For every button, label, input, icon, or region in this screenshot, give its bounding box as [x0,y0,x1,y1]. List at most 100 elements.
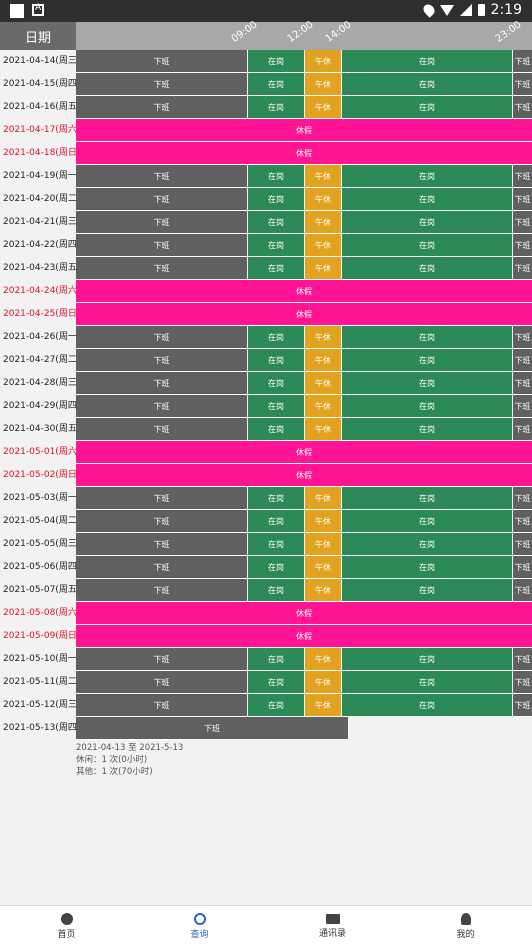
work-segment: 在岗 [342,234,512,257]
lunch-segment: 午休 [305,50,341,73]
table-row[interactable]: 2021-04-26(周一) 下班 在岗 午休 在岗 下班 [0,326,532,349]
off-segment: 下班 [76,165,247,188]
work-segment: 在岗 [342,510,512,533]
row-date: 2021-05-13(周四) [3,723,81,733]
lunch-segment: 午休 [305,326,341,349]
table-row[interactable]: 2021-04-17(周六) 休假 [0,119,532,142]
work-segment: 在岗 [248,510,304,533]
row-date: 2021-04-25(周日) [3,309,81,319]
off-segment: 下班 [76,211,247,234]
table-row[interactable]: 2021-04-21(周三) 下班 在岗 午休 在岗 下班 [0,211,532,234]
work-segment: 在岗 [248,349,304,372]
row-date: 2021-04-29(周四) [3,401,81,411]
holiday-segment: 休假 [76,464,532,487]
table-row[interactable]: 2021-04-23(周五) 下班 在岗 午休 在岗 下班 [0,257,532,280]
off-segment: 下班 [76,395,247,418]
row-date: 2021-04-17(周六) [3,125,81,135]
row-date: 2021-04-14(周三) [3,56,81,66]
date-column-header: 日期 [0,22,76,50]
row-date: 2021-04-28(周三) [3,378,81,388]
table-row[interactable]: 2021-05-04(周二) 下班 在岗 午休 在岗 下班 [0,510,532,533]
table-row[interactable]: 2021-05-13(周四) 下班 [0,717,532,740]
table-row[interactable]: 2021-05-10(周一) 下班 在岗 午休 在岗 下班 [0,648,532,671]
work-segment: 在岗 [248,165,304,188]
table-row[interactable]: 2021-05-06(周四) 下班 在岗 午休 在岗 下班 [0,556,532,579]
table-row[interactable]: 2021-04-30(周五) 下班 在岗 午休 在岗 下班 [0,418,532,441]
tick-label: 14:00 [323,19,354,45]
status-bar: 2:19 [0,0,532,22]
table-row[interactable]: 2021-05-07(周五) 下班 在岗 午休 在岗 下班 [0,579,532,602]
work-segment: 在岗 [248,671,304,694]
row-date: 2021-05-02(周日) [3,470,81,480]
table-row[interactable]: 2021-04-18(周日) 休假 [0,142,532,165]
clock: 2:19 [490,2,522,18]
table-row[interactable]: 2021-05-09(周日) 休假 [0,625,532,648]
table-row[interactable]: 2021-04-25(周日) 休假 [0,303,532,326]
table-row[interactable]: 2021-04-24(周六) 休假 [0,280,532,303]
table-row[interactable]: 2021-05-12(周三) 下班 在岗 午休 在岗 下班 [0,694,532,717]
row-date: 2021-05-01(周六) [3,447,81,457]
tab-query[interactable]: 查询 [133,906,266,947]
lunch-segment: 午休 [305,395,341,418]
lunch-segment: 午休 [305,165,341,188]
table-row[interactable]: 2021-05-01(周六) 休假 [0,441,532,464]
tab-label: 通讯录 [318,929,346,939]
location-icon [420,2,437,18]
lunch-segment: 午休 [305,188,341,211]
row-date: 2021-05-04(周二) [3,516,81,526]
home-icon [60,913,73,925]
schedule-grid: 2021-04-14(周三) 下班 在岗 午休 在岗 下班 2021-04-15(周四) 下班… [0,50,532,740]
work-segment: 在岗 [248,326,304,349]
work-segment: 在岗 [342,648,512,671]
table-row[interactable]: 2021-04-29(周四) 下班 在岗 午休 在岗 下班 [0,395,532,418]
battery-icon [477,4,485,16]
off-segment: 下班 [513,50,532,73]
off-segment: 下班 [76,50,247,73]
table-row[interactable]: 2021-05-02(周日) 休假 [0,464,532,487]
search-icon [193,913,206,925]
table-row[interactable]: 2021-04-27(周二) 下班 在岗 午休 在岗 下班 [0,349,532,372]
work-segment: 在岗 [248,188,304,211]
work-segment: 在岗 [342,671,512,694]
tab-contacts[interactable]: 通讯录 [266,906,399,947]
off-segment: 下班 [513,326,532,349]
row-date: 2021-05-03(周一) [3,493,81,503]
off-segment: 下班 [76,533,247,556]
schedule-header: 日期 09:00 12:00 14:00 23:00 [0,19,532,50]
holiday-segment: 休假 [76,602,532,625]
table-row[interactable]: 2021-05-05(周三) 下班 在岗 午休 在岗 下班 [0,533,532,556]
off-segment: 下班 [76,234,247,257]
table-row[interactable]: 2021-05-11(周二) 下班 在岗 午休 在岗 下班 [0,671,532,694]
work-segment: 在岗 [342,96,512,119]
row-date: 2021-05-09(周日) [3,631,81,641]
work-segment: 在岗 [248,556,304,579]
row-date: 2021-04-24(周六) [3,286,81,296]
table-row[interactable]: 2021-04-19(周一) 下班 在岗 午休 在岗 下班 [0,165,532,188]
work-segment: 在岗 [342,257,512,280]
table-row[interactable]: 2021-04-16(周五) 下班 在岗 午休 在岗 下班 [0,96,532,119]
table-row[interactable]: 2021-04-15(周四) 下班 在岗 午休 在岗 下班 [0,73,532,96]
wifi-icon [439,4,454,16]
table-row[interactable]: 2021-04-20(周二) 下班 在岗 午休 在岗 下班 [0,188,532,211]
table-row[interactable]: 2021-04-14(周三) 下班 在岗 午休 在岗 下班 [0,50,532,73]
off-segment: 下班 [76,96,247,119]
off-segment: 下班 [513,556,532,579]
off-segment: 下班 [513,533,532,556]
holiday-segment: 休假 [76,303,532,326]
lunch-segment: 午休 [305,73,341,96]
table-row[interactable]: 2021-04-22(周四) 下班 在岗 午休 在岗 下班 [0,234,532,257]
row-date: 2021-04-27(周二) [3,355,81,365]
tab-home[interactable]: 首页 [0,906,133,947]
table-row[interactable]: 2021-05-08(周六) 休假 [0,602,532,625]
tick-label: 23:00 [493,19,524,45]
table-row[interactable]: 2021-05-03(周一) 下班 在岗 午休 在岗 下班 [0,487,532,510]
row-date: 2021-04-18(周日) [3,148,81,158]
lunch-segment: 午休 [305,234,341,257]
work-segment: 在岗 [248,487,304,510]
table-row[interactable]: 2021-04-28(周三) 下班 在岗 午休 在岗 下班 [0,372,532,395]
lunch-segment: 午休 [305,487,341,510]
tab-me[interactable]: 我的 [399,906,532,947]
off-segment: 下班 [76,257,247,280]
off-segment: 下班 [513,694,532,717]
work-segment: 在岗 [248,395,304,418]
